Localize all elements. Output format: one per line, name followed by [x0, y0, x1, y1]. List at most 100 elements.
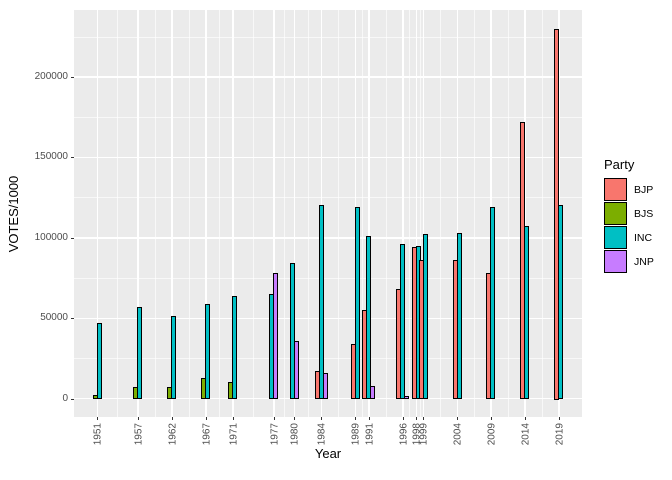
- x-tick-label: 2004: [452, 423, 464, 446]
- y-major-gridline: [74, 156, 582, 159]
- x-minor-gridline: [307, 10, 309, 417]
- bar-1999-INC: [422, 234, 428, 400]
- legend-title: Party: [604, 157, 635, 172]
- x-tick-label: 1957: [133, 423, 145, 446]
- legend-key-bjp: [604, 178, 627, 201]
- x-minor-gridline: [541, 10, 543, 417]
- y-tick-label: 150000: [34, 151, 68, 163]
- x-major-gridline: [456, 10, 458, 417]
- legend-label-bjp: BJP: [634, 184, 654, 196]
- x-minor-gridline: [474, 10, 476, 417]
- legend-key-inc: [604, 226, 627, 249]
- x-major-gridline: [137, 10, 139, 417]
- x-minor-gridline: [409, 10, 411, 417]
- bar-2004-INC: [456, 232, 462, 400]
- x-minor-gridline: [440, 10, 442, 417]
- x-major-gridline: [368, 10, 370, 417]
- x-tick-label: 2009: [486, 423, 498, 446]
- x-minor-gridline: [507, 10, 509, 417]
- x-tick-mark: [321, 417, 323, 420]
- y-minor-gridline: [74, 358, 582, 360]
- bar-1991-JNP: [370, 385, 376, 400]
- y-major-gridline: [74, 398, 582, 400]
- x-tick-label: 1991: [364, 423, 376, 446]
- bar-1996-INC: [400, 244, 406, 400]
- x-tick-label: 1989: [350, 423, 362, 446]
- x-tick-mark: [558, 417, 560, 420]
- y-minor-gridline: [74, 116, 582, 118]
- x-tick-mark: [416, 417, 418, 420]
- x-minor-gridline: [283, 10, 285, 417]
- x-major-gridline: [415, 10, 418, 417]
- x-tick-mark: [457, 417, 459, 420]
- x-tick-mark: [232, 417, 234, 420]
- bar-1977-JNP: [273, 273, 279, 400]
- bar-1951-INC: [96, 322, 102, 400]
- bar-1962-INC: [171, 316, 177, 400]
- x-minor-gridline: [219, 10, 221, 417]
- x-tick-label: 1977: [269, 423, 281, 446]
- bar-1984-JNP: [322, 372, 328, 400]
- bar-2019-INC: [558, 205, 564, 400]
- bar-1957-INC: [137, 306, 143, 400]
- y-minor-gridline: [74, 197, 582, 199]
- x-minor-gridline: [117, 10, 119, 417]
- y-major-gridline: [74, 317, 582, 319]
- x-tick-mark: [423, 417, 425, 420]
- x-major-gridline: [273, 10, 275, 417]
- x-tick-label: 1971: [228, 423, 240, 446]
- x-major-gridline: [422, 10, 424, 417]
- x-tick-label: 1962: [167, 423, 179, 446]
- x-axis-title: Year: [314, 446, 342, 461]
- bar-2009-INC: [490, 207, 496, 400]
- x-tick-label: 1951: [92, 423, 104, 446]
- bar-1989-INC: [354, 207, 360, 400]
- x-tick-mark: [368, 417, 370, 420]
- x-major-gridline: [402, 10, 404, 417]
- y-major-gridline: [74, 76, 582, 78]
- y-tick-mark: [71, 398, 74, 400]
- y-tick-label: 50000: [40, 312, 68, 324]
- bar-1996-JNP: [404, 396, 410, 400]
- y-major-gridline: [74, 237, 582, 239]
- x-tick-mark: [355, 417, 357, 420]
- bar-1984-INC: [318, 205, 324, 400]
- x-tick-mark: [402, 417, 404, 420]
- x-tick-mark: [97, 417, 99, 420]
- x-tick-label: 1996: [398, 423, 410, 446]
- x-tick-mark: [171, 417, 173, 420]
- x-tick-mark: [205, 417, 207, 420]
- x-major-gridline: [171, 10, 173, 417]
- y-tick-label: 100000: [34, 231, 68, 243]
- x-major-gridline: [232, 10, 234, 417]
- x-tick-label: 1984: [316, 423, 328, 446]
- x-tick-mark: [273, 417, 275, 420]
- y-tick-label: 0: [62, 392, 68, 404]
- legend-key-bjs: [604, 202, 627, 225]
- x-tick-label: 1967: [201, 423, 213, 446]
- x-tick-label: 2014: [520, 423, 532, 446]
- x-tick-mark: [294, 417, 296, 420]
- x-tick-label: 2019: [554, 423, 566, 446]
- x-tick-mark: [137, 417, 139, 420]
- y-tick-mark: [71, 318, 74, 320]
- x-major-gridline: [96, 10, 98, 417]
- legend-label-jnp: JNP: [634, 256, 654, 268]
- legend-key-jnp: [604, 250, 627, 273]
- x-minor-gridline: [188, 10, 190, 417]
- x-tick-label: 1980: [289, 423, 301, 446]
- bar-1980-INC: [289, 263, 295, 400]
- y-tick-mark: [71, 237, 74, 239]
- bar-1991-INC: [366, 236, 372, 400]
- bar-2014-INC: [524, 226, 530, 400]
- y-tick-label: 200000: [34, 70, 68, 82]
- x-tick-mark: [490, 417, 492, 420]
- x-minor-gridline: [419, 10, 421, 417]
- x-minor-gridline: [338, 10, 340, 417]
- legend-label-inc: INC: [634, 232, 653, 244]
- y-tick-mark: [71, 157, 74, 159]
- x-major-gridline: [293, 10, 295, 417]
- x-minor-gridline: [385, 10, 387, 417]
- bar-1967-INC: [205, 303, 211, 400]
- bar-1980-JNP: [293, 340, 299, 400]
